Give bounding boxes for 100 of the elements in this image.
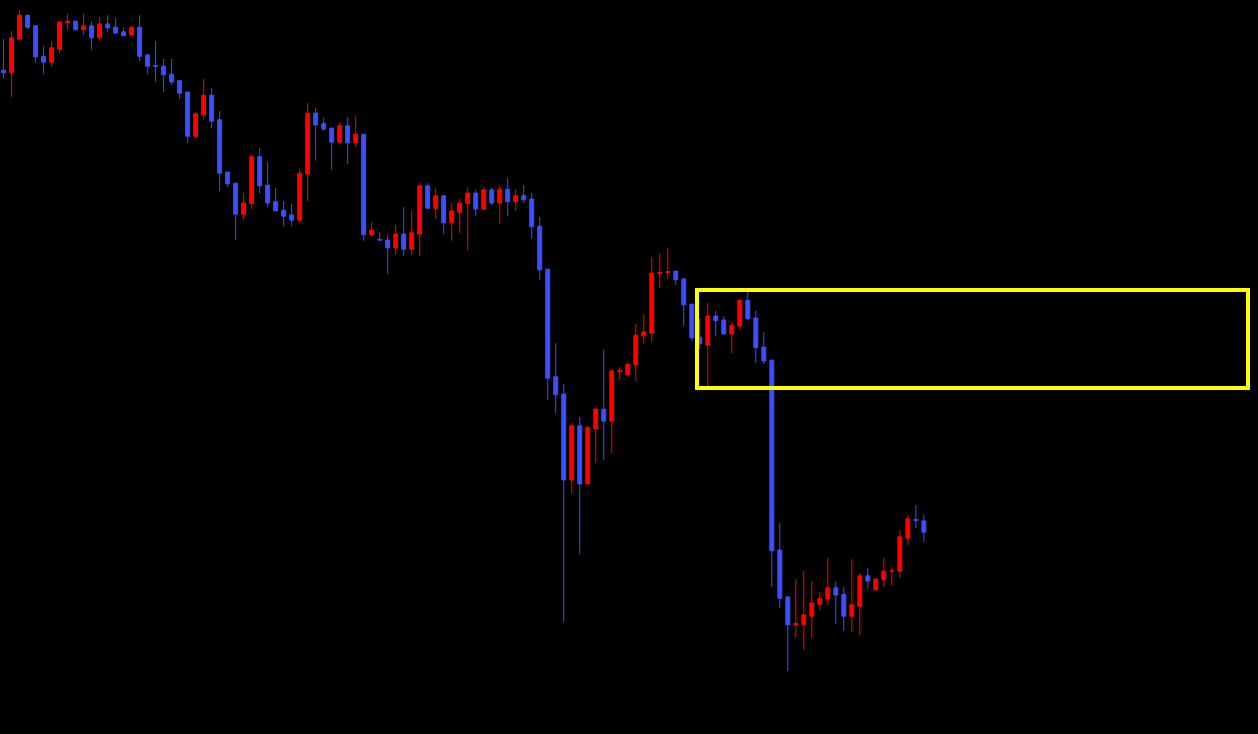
candlestick [97,16,103,42]
candlestick [649,256,655,343]
candlestick [17,10,23,40]
candlestick [1,38,7,80]
candlestick [609,368,615,454]
candlestick [305,102,311,202]
candlestick [769,358,775,588]
candlestick [841,586,847,632]
candlestick [745,290,751,321]
candlestick [633,323,639,382]
candlestick [833,581,839,625]
candlestick [9,30,15,98]
candlestick [153,40,159,83]
candlestick [361,133,367,242]
candlestick [33,24,39,64]
candlestick [441,194,447,235]
candlestick [417,182,423,257]
candlestick [425,182,431,209]
candlestick [201,78,207,120]
candlestick [465,186,471,251]
candlestick [73,19,79,31]
candlestick [905,514,911,546]
candlestick [681,277,687,327]
candlestick [921,514,927,543]
candlestick [561,383,567,623]
candlestick [817,591,823,611]
candlestick [713,310,719,337]
candlestick [137,14,143,62]
candlestick [705,302,711,388]
candlestick [193,111,199,139]
candlestick [849,558,855,633]
candlestick [225,171,231,188]
candlestick [385,234,391,275]
candlestick [545,268,551,401]
candlestick [449,202,455,242]
candlestick [689,303,695,342]
candlestick [177,79,183,100]
candlestick [497,184,503,225]
candlestick [65,13,71,31]
candlestick [665,247,671,281]
candlestick [889,566,895,587]
candlestick [217,110,223,192]
candlestick [801,570,807,651]
candlestick [593,406,599,464]
candlestick [121,27,127,37]
candlestick [881,557,887,588]
candlestick [257,147,263,194]
candlestick [657,253,663,289]
candlestick [337,121,343,145]
candlestick [761,331,767,365]
candlestick [49,40,55,68]
candlestick [129,25,135,37]
candlestick [105,14,111,33]
candlestick [873,578,879,592]
candlestick [737,299,743,331]
candlestick [57,20,63,54]
candlestick [585,425,591,485]
candlestick [785,595,791,671]
candlestick [297,168,303,224]
candlestick [601,349,607,461]
candlestick [313,107,319,162]
candlestick [521,184,527,204]
candlestick [345,116,351,165]
candlestick [553,342,559,414]
candlestick [529,192,535,240]
candlestick [233,182,239,241]
candlestick [793,578,799,639]
candlestick [393,224,399,255]
candlestick [777,522,783,609]
candlestick [617,366,623,381]
candlestick [569,422,575,494]
candlestick [641,313,647,345]
candlestick [857,572,863,636]
candlestick [825,557,831,606]
candlestick [329,126,335,171]
candlestick [209,87,215,129]
candlestick [505,177,511,217]
candlestick [625,361,631,377]
candlestick [537,216,543,281]
candlestick [401,206,407,257]
candlestick [41,45,47,75]
candlestick [433,187,439,220]
candlestick [729,321,735,354]
candlestick [281,200,287,228]
candlestick [249,154,255,210]
candlestick [481,186,487,211]
candlestick [913,504,919,529]
candlestick [353,115,359,148]
candlestick [865,567,871,590]
candlestick [185,91,191,144]
candlestick [81,12,87,36]
candlestick [169,58,175,86]
candlestick [473,189,479,217]
candlestick [113,17,119,34]
candlestick [369,221,375,238]
candlestick [321,117,327,132]
candlestick [897,529,903,579]
candlestick [89,20,95,51]
candlestick [513,188,519,212]
candlestick [673,270,679,286]
